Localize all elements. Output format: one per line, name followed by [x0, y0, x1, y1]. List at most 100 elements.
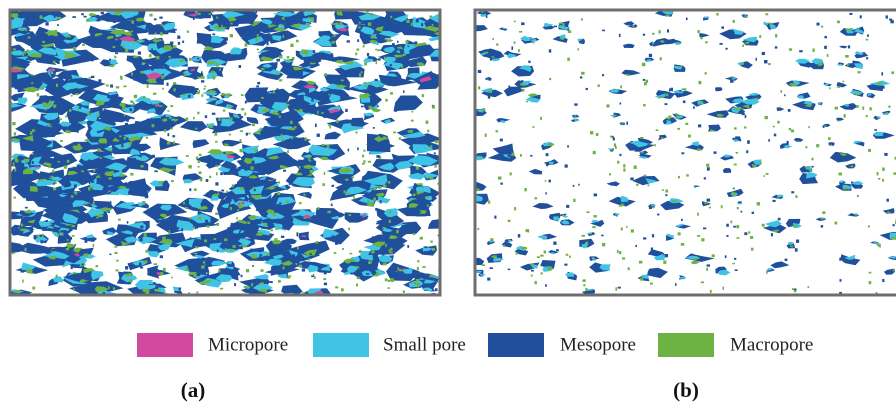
pore-speck	[185, 268, 188, 271]
pore-speck	[340, 96, 343, 99]
pore-speck	[540, 117, 542, 120]
pore-speck	[848, 45, 850, 48]
pore-speck	[257, 49, 259, 51]
pore-speck	[811, 158, 813, 160]
pore-speck	[619, 154, 621, 156]
pore-speck	[150, 14, 153, 17]
pore-speck	[879, 245, 881, 248]
pore-speck	[839, 258, 841, 261]
pore-speck	[255, 149, 257, 152]
pore-speck	[512, 153, 515, 156]
pore-speck	[567, 58, 570, 61]
pore-speck	[154, 263, 157, 265]
pore-speck	[230, 207, 232, 210]
pore-speck	[299, 265, 302, 267]
panel-label: (a)	[181, 378, 206, 402]
pore-speck	[520, 154, 522, 157]
pore-speck	[287, 150, 289, 153]
pore-speck	[643, 34, 645, 36]
pore-speck	[730, 80, 733, 83]
pore-speck	[240, 202, 242, 205]
pore-speck	[104, 211, 107, 214]
pore-speck	[67, 160, 70, 163]
pore-speck	[792, 288, 794, 290]
pore-speck	[773, 200, 776, 202]
pore-speck	[50, 43, 53, 45]
pore-speck	[874, 129, 877, 131]
pore-speck	[240, 149, 243, 152]
pore-speck	[775, 46, 778, 48]
pore-speck	[860, 15, 862, 18]
pore-speck	[531, 275, 533, 277]
pore-speck	[13, 48, 16, 50]
pore-speck	[371, 251, 374, 254]
pore-speck	[40, 15, 43, 18]
pore-speck	[339, 171, 341, 173]
pore-speck	[795, 195, 797, 198]
pore-speck	[193, 18, 195, 20]
pore-speck	[311, 98, 313, 101]
pore-speck	[116, 269, 119, 271]
pore-speck	[364, 82, 367, 84]
pore-speck	[88, 187, 91, 190]
pore-speck	[292, 264, 295, 266]
pore-speck	[403, 290, 405, 293]
pore-speck	[630, 178, 633, 181]
pore-speck	[366, 12, 368, 14]
pore-speck	[665, 190, 668, 193]
pore-speck	[204, 86, 206, 88]
pore-speck	[32, 129, 35, 132]
pore-speck	[199, 154, 202, 156]
pore-speck	[314, 94, 317, 96]
pore-speck	[35, 221, 38, 223]
pore-speck	[155, 32, 157, 34]
pore-speck	[71, 95, 73, 97]
pore-speck	[327, 211, 330, 214]
pore-speck	[328, 124, 331, 126]
pore-speck	[16, 160, 18, 163]
pore-speck	[390, 248, 392, 251]
pore-speck	[866, 115, 868, 117]
pore-speck	[823, 126, 825, 128]
pore-speck	[741, 211, 743, 213]
pore-speck	[140, 267, 143, 269]
pore-speck	[282, 139, 285, 141]
pore-speck	[585, 288, 587, 291]
pore-speck	[45, 22, 48, 25]
pore-speck	[183, 202, 185, 204]
pore-speck	[644, 175, 647, 177]
pore-speck	[26, 58, 29, 60]
pore-speck	[388, 287, 390, 289]
pore-speck	[70, 237, 72, 240]
pore-speck	[677, 128, 680, 130]
pore-speck	[45, 108, 47, 110]
pore-speck	[288, 106, 290, 108]
pore-speck	[486, 15, 488, 18]
pore-speck	[737, 225, 740, 228]
pore-speck	[430, 46, 432, 49]
pore-speck	[778, 218, 781, 220]
pore-speck	[31, 82, 33, 84]
pore-speck	[817, 23, 820, 26]
pore-speck	[615, 146, 617, 149]
legend-label: Micropore	[208, 334, 288, 355]
pore-speck	[220, 172, 223, 175]
pore-speck	[75, 93, 78, 95]
pore-speck	[683, 101, 686, 104]
pore-speck	[344, 190, 346, 193]
pore-speck	[693, 106, 695, 109]
pore-speck	[697, 235, 700, 237]
pore-speck	[355, 53, 357, 55]
pore-speck	[82, 264, 84, 266]
pore-speck	[602, 74, 604, 76]
pore-speck	[49, 176, 51, 178]
pore-speck	[114, 246, 117, 248]
pore-speck	[884, 153, 887, 156]
pore-speck	[155, 286, 158, 289]
pore-speck	[518, 49, 520, 52]
pore-speck	[805, 146, 807, 148]
pore-speck	[726, 224, 729, 227]
pore-speck	[126, 118, 129, 121]
pore-speck	[277, 88, 279, 90]
pore-speck	[667, 29, 669, 32]
